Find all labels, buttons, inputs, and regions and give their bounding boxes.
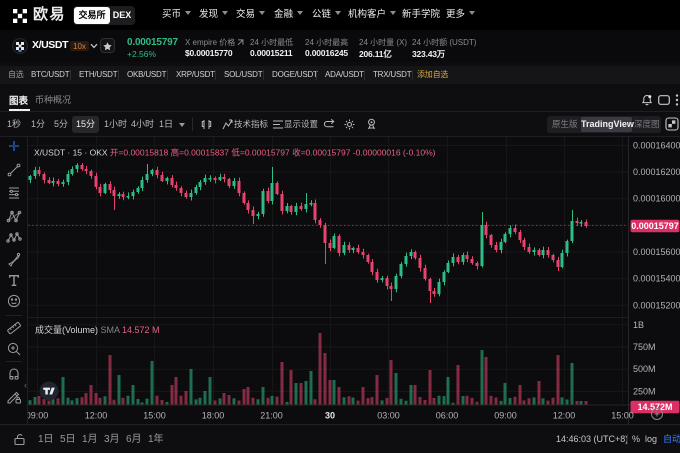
svg-text:15:00: 15:00: [143, 411, 166, 421]
svg-text:06:00: 06:00: [436, 411, 459, 421]
svg-text:14.572M: 14.572M: [637, 402, 672, 412]
svg-text:0.00015200: 0.00015200: [633, 300, 680, 310]
svg-text:0.00016200: 0.00016200: [633, 167, 680, 177]
svg-text:21:00: 21:00: [260, 411, 283, 421]
svg-text:03:00: 03:00: [377, 411, 400, 421]
svg-text:09:00: 09:00: [28, 411, 48, 421]
svg-text:X/USDT · 15 · OKX 开=0.00015818: X/USDT · 15 · OKX 开=0.00015818 高=0.00015…: [34, 148, 436, 158]
svg-text:09:00: 09:00: [494, 411, 517, 421]
svg-text:18:00: 18:00: [202, 411, 225, 421]
svg-text:750M: 750M: [633, 342, 656, 352]
svg-text:0.00016400: 0.00016400: [633, 140, 680, 150]
svg-text:0.00015400: 0.00015400: [633, 274, 680, 284]
svg-text:250M: 250M: [633, 386, 656, 396]
svg-text:30: 30: [325, 411, 335, 421]
svg-text:0.00015600: 0.00015600: [633, 247, 680, 257]
svg-text:0.00016000: 0.00016000: [633, 194, 680, 204]
svg-text:12:00: 12:00: [85, 411, 108, 421]
svg-text:500M: 500M: [633, 364, 656, 374]
svg-text:15:00: 15:00: [611, 411, 634, 421]
svg-text:12:00: 12:00: [553, 411, 576, 421]
svg-text:1B: 1B: [633, 320, 644, 330]
svg-text:成交量(Volume) SMA 14.572 M: 成交量(Volume) SMA 14.572 M: [35, 324, 160, 335]
svg-text:0.00015797: 0.00015797: [631, 221, 679, 231]
